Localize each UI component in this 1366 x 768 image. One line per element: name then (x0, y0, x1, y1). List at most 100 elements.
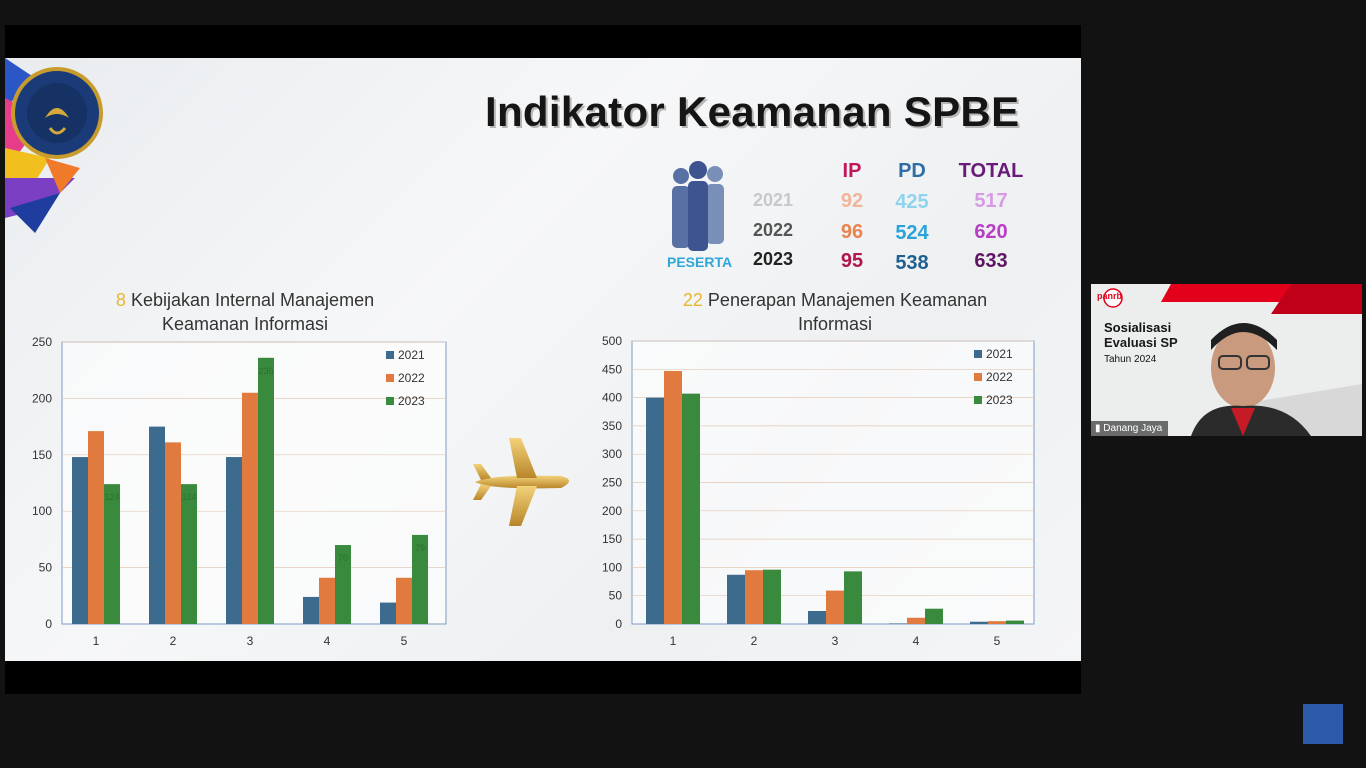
stats-pd: 524 (895, 222, 929, 244)
stats-header-ip: IP (842, 160, 862, 182)
x-tick-label: 1 (93, 634, 100, 648)
bar-2022-4 (907, 617, 925, 624)
stats-header-pd: PD (898, 160, 926, 182)
app-watermark (1303, 704, 1343, 744)
participant-name-label: ▮ Danang Jaya (1091, 421, 1169, 436)
bar-2021-4 (889, 623, 907, 624)
event-badge-line2: Evaluasi SP (1104, 335, 1178, 350)
chart1-heading-line2: Keamanan Informasi (161, 314, 329, 334)
x-tick-label: 2 (751, 634, 758, 648)
bar-2022-5 (988, 621, 1006, 624)
bar-2023-3 (844, 571, 862, 624)
event-badge-line3: Tahun 2024 (1104, 354, 1157, 365)
data-label: 124 (104, 492, 119, 502)
y-tick-label: 300 (602, 447, 622, 461)
y-tick-label: 250 (602, 476, 622, 490)
bar-2022-1 (88, 431, 104, 624)
x-tick-label: 1 (670, 634, 677, 648)
presentation-slide: Indikator Keamanan SPBE PESERTA IP PD TO… (5, 58, 1081, 661)
legend-label: 2022 (398, 371, 425, 385)
airplane-icon (473, 438, 569, 526)
chart2-heading-line1: Penerapan Manajemen Keamanan (707, 290, 988, 310)
participant-stats-table: IP PD TOTAL 2021 92 425 517 2022 96 524 … (740, 156, 1030, 281)
chart2-heading: 22 Penerapan Manajemen Keamanan Informas… (645, 288, 1025, 336)
stats-total: 517 (974, 190, 1008, 212)
stats-year: 2023 (752, 249, 794, 269)
x-tick-label: 5 (994, 634, 1001, 648)
legend-label: 2023 (986, 393, 1013, 407)
y-tick-label: 50 (609, 589, 623, 603)
bar-2023-2 (181, 484, 197, 624)
x-tick-label: 2 (170, 634, 177, 648)
bar-2022-2 (165, 442, 181, 624)
peserta-label: PESERTA (667, 254, 733, 270)
legend-swatch (386, 351, 394, 359)
bar-2023-4 (335, 545, 351, 624)
x-tick-label: 5 (401, 634, 408, 648)
bar-2021-1 (72, 457, 88, 624)
bar-2022-5 (396, 577, 412, 624)
legend-label: 2021 (398, 348, 425, 362)
bar-2023-5 (1006, 620, 1024, 624)
data-label: 236 (258, 366, 273, 376)
chart2-heading-line2: Informasi (797, 314, 873, 334)
data-label: 79 (415, 543, 425, 553)
bar-2023-1 (104, 484, 120, 624)
institution-logo (5, 58, 103, 233)
chart1-heading-line1: Kebijakan Internal Manajemen (130, 290, 375, 310)
y-tick-label: 200 (602, 504, 622, 518)
bar-2022-3 (826, 590, 844, 624)
people-icon (672, 161, 724, 251)
legend-label: 2022 (986, 370, 1013, 384)
y-tick-label: 100 (32, 504, 52, 518)
stats-pd: 425 (895, 191, 929, 213)
y-tick-label: 0 (45, 617, 52, 631)
bar-2021-2 (149, 426, 165, 624)
y-tick-label: 250 (32, 335, 52, 349)
speaker-video (1091, 284, 1362, 436)
stats-total: 633 (974, 250, 1008, 272)
bar-2023-2 (763, 569, 781, 624)
stats-year: 2022 (752, 220, 794, 240)
bar-2021-1 (646, 397, 664, 624)
brand-text: panrb (1097, 291, 1123, 301)
event-badge-line1: Sosialisasi (1104, 320, 1172, 335)
bar-2021-3 (226, 457, 242, 624)
bar-2022-2 (745, 570, 763, 624)
legend-label: 2021 (986, 347, 1013, 361)
bar-2022-3 (242, 392, 258, 624)
stats-ip: 92 (840, 190, 864, 212)
legend-swatch (974, 373, 982, 381)
y-tick-label: 100 (602, 560, 622, 574)
bar-2021-3 (808, 610, 826, 624)
y-tick-label: 150 (602, 532, 622, 546)
y-tick-label: 350 (602, 419, 622, 433)
y-tick-label: 200 (32, 391, 52, 405)
bar-2022-1 (664, 370, 682, 624)
legend-swatch (974, 396, 982, 404)
x-tick-label: 4 (913, 634, 920, 648)
chart1-bar-chart: 0 50 100 150 200 250 124 1 124 2 236 3 70 4 79 5 2021 202… (32, 335, 447, 648)
stats-pd: 538 (895, 252, 929, 274)
stats-ip: 95 (840, 250, 864, 272)
bar-2023-3 (258, 357, 274, 624)
bar-2021-2 (727, 574, 745, 624)
bar-2022-4 (319, 577, 335, 624)
stats-header-total: TOTAL (958, 160, 1024, 182)
y-tick-label: 50 (39, 561, 53, 575)
legend-swatch (974, 350, 982, 358)
x-tick-label: 3 (247, 634, 254, 648)
y-tick-label: 450 (602, 362, 622, 376)
slide-title: Indikator Keamanan SPBE (485, 88, 1020, 135)
participant-video-tile[interactable]: panrb Sosialisasi Evaluasi SP Tahun 2024… (1091, 284, 1362, 436)
bar-2023-4 (925, 608, 943, 624)
y-tick-label: 150 (32, 448, 52, 462)
data-label: 70 (338, 553, 348, 563)
stats-ip: 96 (840, 221, 864, 243)
stats-year: 2021 (752, 190, 794, 210)
legend-swatch (386, 397, 394, 405)
chart2-bar-chart: 0 50 100 150 200 250 300 350 400 450 500 1 2 3 4 5 2021 2… (602, 334, 1035, 648)
y-tick-label: 500 (602, 334, 622, 348)
x-tick-label: 3 (832, 634, 839, 648)
bar-2023-1 (682, 393, 700, 624)
